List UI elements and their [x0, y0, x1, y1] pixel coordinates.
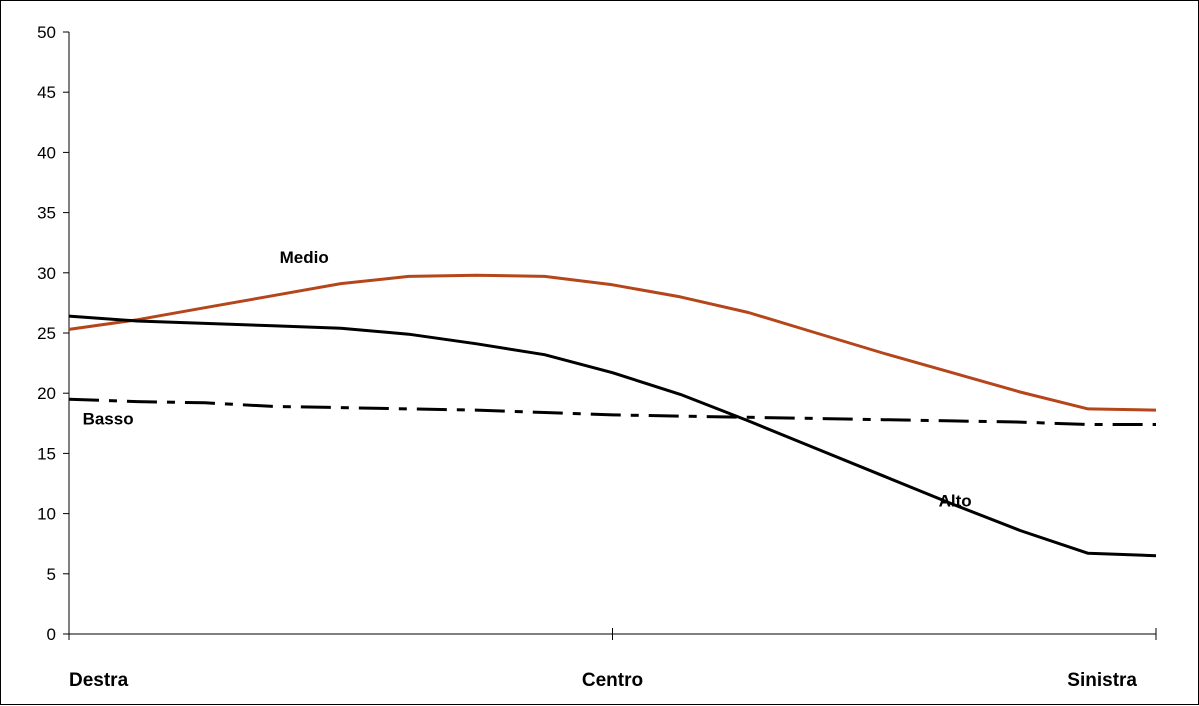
series-labels: Medio Basso Alto: [83, 248, 972, 510]
y-tick-label: 20: [37, 384, 56, 403]
x-axis: Destra Centro Sinistra: [68, 628, 1157, 691]
y-tick-label: 25: [37, 324, 56, 343]
series-label-alto: Alto: [939, 491, 972, 510]
x-tick-label: Destra: [69, 670, 129, 691]
x-tick-label: Centro: [582, 670, 643, 691]
y-tick-label: 0: [47, 625, 56, 644]
x-tick-label: Sinistra: [1067, 670, 1137, 691]
series-label-basso: Basso: [83, 410, 134, 429]
y-tick-label: 15: [37, 444, 56, 463]
series-lines: [68, 273, 1157, 558]
series-line-basso: [68, 397, 1156, 426]
y-tick-label: 45: [37, 83, 56, 102]
y-tick-label: 30: [37, 264, 56, 283]
y-tick-label: 10: [37, 505, 56, 524]
y-tick-label: 50: [37, 23, 56, 42]
y-tick-label: 5: [47, 565, 56, 584]
series-label-medio: Medio: [280, 248, 329, 267]
series-line-alto: [68, 314, 1157, 558]
y-tick-label: 35: [37, 204, 56, 223]
series-line-medio: [68, 273, 1157, 412]
y-axis: 0 5 10 15 20 25 30 35 40 45 50: [37, 23, 70, 644]
y-tick-label: 40: [37, 143, 56, 162]
